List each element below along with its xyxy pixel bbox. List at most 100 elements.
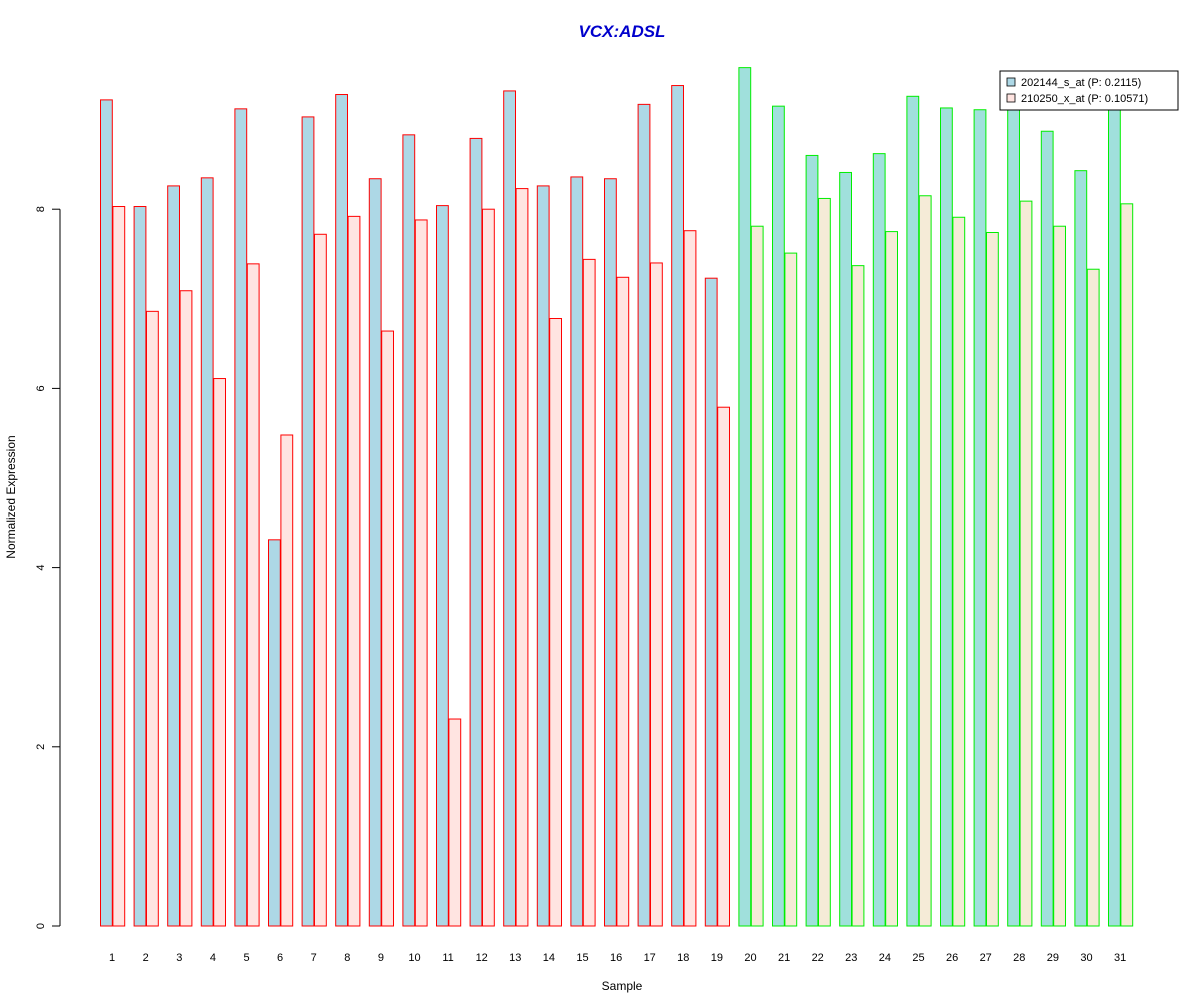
bar-s2-sample-30 bbox=[1086, 268, 1100, 927]
x-tick-label: 11 bbox=[442, 952, 453, 964]
x-tick-label: 24 bbox=[879, 952, 891, 964]
bar-s2-sample-26 bbox=[952, 216, 966, 927]
bar-s2-sample-15 bbox=[582, 258, 596, 927]
bar-s2-sample-14 bbox=[549, 318, 563, 927]
x-tick-label: 4 bbox=[210, 952, 216, 964]
x-tick-label: 23 bbox=[845, 952, 857, 964]
x-tick-label: 3 bbox=[176, 952, 182, 964]
bar-s1-sample-24 bbox=[872, 153, 886, 927]
bar-s2-sample-31 bbox=[1120, 203, 1134, 927]
x-tick-label: 26 bbox=[946, 952, 958, 964]
legend-label-2: 210250_x_at (P: 0.10571) bbox=[1021, 93, 1148, 105]
bar-s1-sample-6 bbox=[268, 539, 281, 927]
x-tick-labels: 1 2 3 4 5 6 7 8 9 10 11 12 13 14 15 16 17 18 19 20 21 22 23 24 2… bbox=[109, 952, 1126, 964]
bar-s1-sample-19 bbox=[704, 277, 718, 927]
y-tick-label: 0 bbox=[35, 923, 47, 929]
x-tick-label: 8 bbox=[344, 952, 350, 964]
x-tick-label: 2 bbox=[143, 952, 149, 964]
x-tick-label: 31 bbox=[1114, 952, 1126, 964]
bar-s1-sample-13 bbox=[503, 90, 517, 927]
bar-s1-sample-21 bbox=[772, 105, 785, 927]
y-tick-label: 6 bbox=[35, 385, 47, 391]
x-tick-label: 27 bbox=[980, 952, 992, 964]
bar-s1-sample-22 bbox=[805, 154, 819, 927]
bar-s1-sample-11 bbox=[436, 205, 449, 927]
bar-s1-sample-26 bbox=[940, 107, 953, 927]
bar-s2-sample-16 bbox=[616, 276, 630, 927]
bar-s2-sample-22 bbox=[818, 197, 831, 927]
x-axis-title: Sample bbox=[602, 979, 643, 993]
bar-s2-sample-3 bbox=[179, 290, 193, 927]
bar-s1-sample-4 bbox=[200, 177, 214, 927]
bar-s1-sample-10 bbox=[402, 134, 416, 927]
x-tick-label: 17 bbox=[644, 952, 656, 964]
bar-s2-sample-23 bbox=[851, 265, 865, 927]
bar-s2-sample-9 bbox=[381, 330, 395, 927]
bar-s1-sample-20 bbox=[738, 67, 752, 927]
bars-layer bbox=[100, 67, 1134, 927]
chart-title: VCX:ADSL bbox=[579, 22, 666, 41]
y-axis: 0 2 4 6 8 bbox=[35, 206, 61, 929]
legend-label-1: 202144_s_at (P: 0.2115) bbox=[1021, 77, 1141, 89]
bar-s1-sample-3 bbox=[167, 185, 180, 927]
legend: 202144_s_at (P: 0.2115) 210250_x_at (P: 0… bbox=[999, 70, 1179, 111]
bar-s1-sample-1 bbox=[100, 99, 113, 927]
x-tick-label: 18 bbox=[677, 952, 689, 964]
bar-s1-sample-18 bbox=[671, 85, 685, 927]
bar-s1-sample-12 bbox=[469, 137, 483, 927]
x-tick-label: 16 bbox=[610, 952, 622, 964]
legend-swatch-2 bbox=[1006, 93, 1016, 103]
bar-s1-sample-9 bbox=[368, 178, 382, 927]
x-tick-label: 13 bbox=[509, 952, 521, 964]
bar-s2-sample-4 bbox=[213, 378, 226, 927]
bar-s2-sample-18 bbox=[683, 230, 697, 927]
bar-s2-sample-25 bbox=[918, 195, 932, 927]
bar-s2-sample-21 bbox=[784, 252, 798, 927]
y-axis-title: Normalized Expression bbox=[4, 435, 18, 558]
x-tick-label: 5 bbox=[243, 952, 249, 964]
x-tick-label: 14 bbox=[543, 952, 555, 964]
bar-s2-sample-5 bbox=[246, 263, 260, 927]
bar-s1-sample-7 bbox=[301, 116, 315, 927]
x-tick-label: 1 bbox=[109, 952, 115, 964]
bar-s2-sample-8 bbox=[347, 215, 361, 927]
bar-s1-sample-17 bbox=[637, 103, 651, 927]
bar-s2-sample-19 bbox=[717, 406, 731, 927]
x-tick-label: 9 bbox=[378, 952, 384, 964]
bar-s2-sample-1 bbox=[112, 206, 126, 927]
bar-s2-sample-13 bbox=[515, 188, 529, 927]
bar-s1-sample-15 bbox=[570, 176, 584, 927]
bar-s1-sample-27 bbox=[973, 109, 987, 927]
bar-s2-sample-17 bbox=[650, 262, 663, 927]
x-tick-label: 22 bbox=[812, 952, 824, 964]
legend-box bbox=[999, 70, 1179, 111]
bar-s1-sample-14 bbox=[536, 185, 550, 927]
bar-s1-sample-25 bbox=[906, 95, 920, 927]
bar-s1-sample-29 bbox=[1040, 130, 1054, 927]
y-tick-label: 8 bbox=[35, 206, 47, 212]
x-tick-label: 21 bbox=[778, 952, 790, 964]
x-tick-label: 28 bbox=[1013, 952, 1025, 964]
y-tick-label: 4 bbox=[35, 565, 47, 571]
bar-s2-sample-24 bbox=[885, 231, 899, 927]
bar-s1-sample-5 bbox=[234, 108, 248, 927]
bar-s1-sample-30 bbox=[1074, 170, 1088, 927]
x-tick-label: 15 bbox=[576, 952, 588, 964]
legend-swatch-1 bbox=[1006, 77, 1016, 87]
bar-s2-sample-12 bbox=[482, 208, 495, 927]
bar-s2-sample-7 bbox=[314, 233, 327, 927]
bar-s2-sample-11 bbox=[448, 718, 462, 927]
bar-s1-sample-2 bbox=[133, 206, 147, 927]
bar-s1-sample-28 bbox=[1007, 107, 1021, 927]
x-tick-label: 25 bbox=[912, 952, 924, 964]
bar-s2-sample-2 bbox=[146, 310, 159, 927]
bar-s1-sample-23 bbox=[839, 171, 853, 927]
x-tick-label: 29 bbox=[1047, 952, 1059, 964]
x-tick-label: 10 bbox=[408, 952, 420, 964]
bar-s2-sample-29 bbox=[1053, 225, 1066, 927]
bar-s2-sample-10 bbox=[414, 219, 428, 927]
x-tick-label: 6 bbox=[277, 952, 283, 964]
bar-s1-sample-31 bbox=[1108, 107, 1121, 927]
x-tick-label: 7 bbox=[311, 952, 317, 964]
